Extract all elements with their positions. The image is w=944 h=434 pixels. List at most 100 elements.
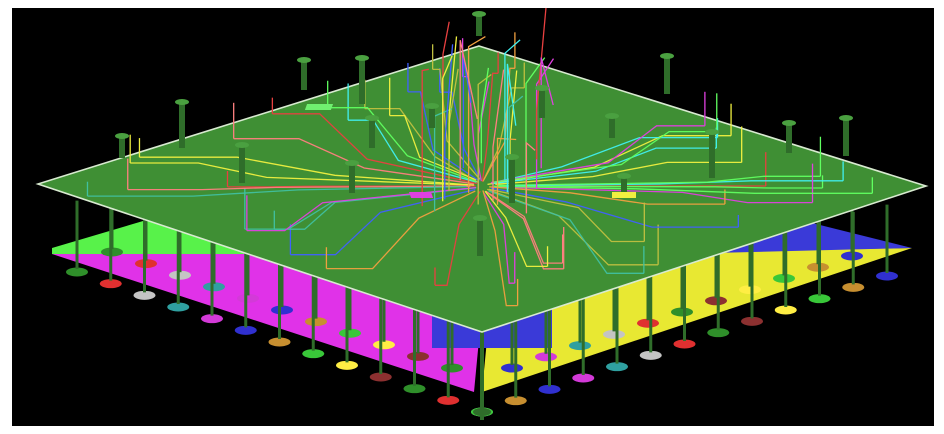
solder-bump: [572, 373, 595, 383]
vertical-riser: [535, 8, 547, 160]
routing-trace: [485, 190, 563, 264]
solder-bump: [639, 350, 662, 360]
via-cap: [345, 160, 359, 166]
solder-bump: [271, 305, 293, 315]
top-vias: [115, 11, 853, 256]
routing-trace: [493, 130, 717, 183]
solder-bump: [876, 271, 898, 281]
solder-bump: [373, 340, 395, 350]
routing-trace: [435, 190, 481, 286]
via-pillar: [301, 60, 307, 90]
via-pillar: [239, 145, 245, 183]
vertical-riser: [459, 40, 478, 181]
solder-bump: [336, 360, 358, 370]
routing-trace: [490, 125, 705, 184]
via-cap: [425, 103, 439, 109]
via-pillar: [359, 58, 365, 104]
routing-trace: [348, 119, 477, 183]
solder-bump: [637, 318, 659, 328]
via-cap: [782, 120, 796, 126]
solder-bump: [569, 341, 591, 351]
routing-trace: [326, 190, 476, 270]
via-pillar: [509, 157, 515, 203]
via-cap: [705, 129, 719, 135]
solder-bump: [437, 395, 460, 405]
solder-bump: [741, 316, 763, 326]
routing-trace: [490, 187, 739, 228]
solder-bump: [369, 372, 392, 382]
routing-trace: [485, 190, 564, 270]
solder-bump: [606, 362, 628, 372]
vertical-riser: [496, 137, 517, 205]
via-pillar: [179, 102, 185, 148]
via-pillar: [349, 163, 355, 193]
routing-trace: [495, 186, 813, 204]
solder-bump: [407, 351, 429, 361]
via-cap: [355, 55, 369, 61]
solder-bump: [774, 305, 797, 315]
via-cap: [660, 53, 674, 59]
via-pillar: [477, 218, 483, 256]
via-cap: [535, 85, 549, 91]
solder-bump: [504, 396, 527, 406]
via-cap: [365, 115, 379, 121]
routing-traces: [86, 8, 873, 307]
solder-bump: [671, 307, 693, 317]
solder-bump: [99, 279, 122, 289]
vertical-riser: [421, 68, 429, 207]
solder-bump: [403, 384, 426, 394]
vertical-riser: [525, 141, 536, 214]
vertical-riser: [442, 55, 453, 202]
routing-trace: [389, 114, 477, 181]
routing-trace: [364, 107, 479, 184]
routing-trace: [87, 185, 467, 197]
solder-bump: [234, 325, 257, 335]
solder-bump: [808, 294, 831, 304]
routing-trace: [483, 192, 515, 284]
package-render: [35, 8, 929, 420]
routing-trace: [488, 188, 645, 243]
pad-magenta: [408, 192, 434, 198]
routing-trace: [493, 136, 718, 184]
via-cap: [617, 173, 631, 179]
solder-bump: [201, 314, 223, 324]
vertical-riser: [467, 36, 486, 193]
via-pillar: [621, 176, 627, 198]
routing-trace: [488, 190, 644, 274]
solder-bump: [133, 290, 156, 300]
solder-bump: [268, 337, 291, 347]
solder-bump: [673, 339, 696, 349]
solder-bump: [501, 363, 523, 373]
solder-bump: [237, 293, 259, 303]
solder-bump: [305, 317, 327, 327]
solder-bump: [705, 296, 727, 306]
via-pillar: [429, 106, 435, 128]
routing-trace: [493, 185, 873, 194]
routing-trace: [489, 186, 725, 205]
render-viewport: [12, 8, 934, 426]
routing-trace: [407, 91, 480, 182]
solder-bump: [773, 273, 795, 283]
via-cap: [473, 215, 487, 221]
vertical-riser: [448, 36, 458, 160]
routing-trace: [439, 91, 481, 180]
routing-trace: [127, 185, 471, 191]
solder-bump: [203, 282, 225, 292]
routing-trace: [495, 161, 742, 185]
via-pillar: [786, 123, 792, 153]
routing-trace: [482, 190, 518, 307]
solder-bump: [603, 329, 625, 339]
via-pillar: [476, 14, 482, 36]
routing-trace: [481, 72, 499, 182]
via-cap: [297, 57, 311, 63]
solder-bump: [535, 352, 557, 362]
vertical-riser: [492, 69, 505, 202]
pad-yellow: [612, 192, 636, 198]
routing-trace: [484, 190, 548, 268]
via-cap: [235, 142, 249, 148]
via-pillar: [709, 132, 715, 178]
vertical-riser: [504, 39, 521, 181]
vertical-riser: [444, 44, 454, 200]
pad-green: [304, 104, 334, 110]
via-pillar: [119, 136, 125, 158]
